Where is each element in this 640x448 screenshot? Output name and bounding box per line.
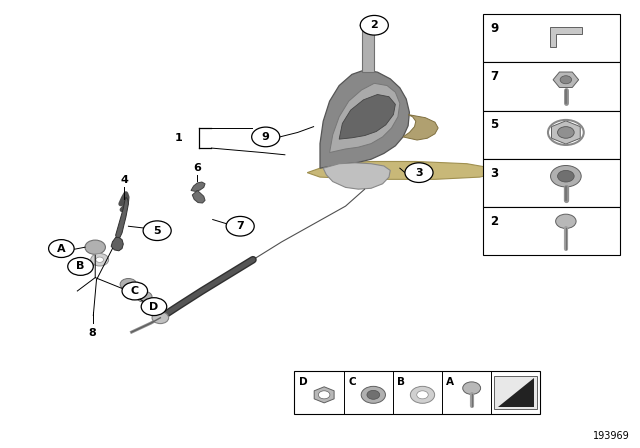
Circle shape	[49, 240, 74, 258]
Text: C: C	[348, 377, 356, 387]
Polygon shape	[191, 182, 205, 191]
Text: B: B	[397, 377, 405, 387]
Circle shape	[556, 214, 576, 228]
Text: 193969: 193969	[593, 431, 630, 440]
Circle shape	[252, 127, 280, 147]
Text: D: D	[299, 377, 308, 387]
Text: 2: 2	[371, 20, 378, 30]
Circle shape	[91, 254, 109, 266]
Circle shape	[550, 165, 581, 187]
Circle shape	[557, 170, 574, 182]
FancyBboxPatch shape	[364, 19, 372, 27]
Text: 3: 3	[415, 168, 423, 178]
Text: A: A	[57, 244, 66, 254]
FancyBboxPatch shape	[362, 27, 374, 72]
Polygon shape	[323, 163, 390, 189]
Text: A: A	[447, 377, 454, 387]
Circle shape	[226, 216, 254, 236]
Text: 3: 3	[490, 167, 499, 180]
Polygon shape	[403, 115, 438, 140]
Text: 7: 7	[490, 70, 499, 83]
Polygon shape	[111, 237, 124, 251]
Text: 7: 7	[236, 221, 244, 231]
FancyBboxPatch shape	[483, 111, 620, 159]
Circle shape	[360, 15, 388, 35]
FancyBboxPatch shape	[483, 62, 620, 111]
Text: D: D	[149, 302, 159, 312]
Polygon shape	[192, 190, 205, 203]
Circle shape	[122, 282, 148, 300]
Circle shape	[152, 312, 169, 323]
Circle shape	[137, 292, 152, 302]
Circle shape	[68, 258, 93, 276]
Circle shape	[143, 221, 172, 241]
Polygon shape	[314, 387, 334, 403]
Polygon shape	[307, 161, 499, 179]
FancyBboxPatch shape	[483, 207, 620, 255]
Polygon shape	[497, 378, 534, 407]
Circle shape	[405, 163, 433, 182]
Circle shape	[463, 382, 481, 394]
Text: 5: 5	[154, 226, 161, 236]
FancyBboxPatch shape	[294, 371, 540, 414]
Polygon shape	[550, 27, 582, 47]
Text: 5: 5	[490, 118, 499, 131]
Circle shape	[361, 386, 385, 403]
Text: 1: 1	[175, 133, 182, 143]
Text: C: C	[131, 286, 139, 296]
Circle shape	[367, 390, 380, 399]
Polygon shape	[494, 376, 537, 409]
Circle shape	[417, 391, 428, 399]
Text: 6: 6	[193, 163, 202, 173]
Text: 9: 9	[490, 22, 499, 35]
Polygon shape	[339, 95, 396, 139]
Circle shape	[141, 297, 167, 315]
Text: 8: 8	[89, 327, 97, 338]
Text: 9: 9	[262, 132, 269, 142]
Circle shape	[96, 257, 104, 263]
Polygon shape	[553, 72, 579, 87]
Text: B: B	[76, 262, 84, 271]
Circle shape	[85, 240, 106, 254]
Polygon shape	[552, 121, 580, 144]
Circle shape	[560, 76, 572, 84]
Polygon shape	[330, 83, 400, 152]
Circle shape	[319, 391, 330, 399]
Text: 2: 2	[490, 215, 499, 228]
FancyBboxPatch shape	[483, 159, 620, 207]
Circle shape	[557, 127, 574, 138]
Text: 4: 4	[120, 175, 128, 185]
Circle shape	[120, 279, 137, 290]
Polygon shape	[116, 197, 129, 240]
Polygon shape	[320, 70, 410, 168]
Circle shape	[410, 386, 435, 403]
FancyBboxPatch shape	[483, 14, 620, 62]
